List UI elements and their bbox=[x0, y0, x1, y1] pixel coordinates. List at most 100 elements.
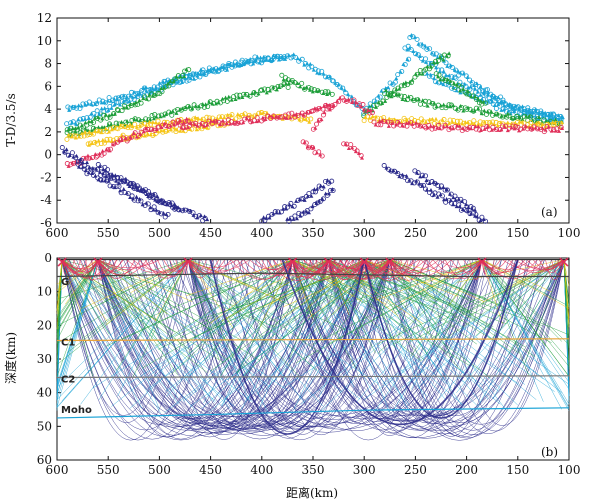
data-point bbox=[467, 211, 473, 217]
data-point bbox=[107, 114, 113, 120]
ray-path bbox=[481, 259, 544, 402]
ray-path bbox=[201, 259, 365, 409]
data-point bbox=[435, 182, 441, 188]
data-point bbox=[218, 114, 223, 119]
data-point bbox=[452, 74, 458, 80]
data-point bbox=[524, 113, 529, 118]
data-point bbox=[320, 196, 326, 202]
data-point bbox=[460, 199, 465, 203]
data-point bbox=[478, 218, 483, 223]
data-point bbox=[138, 198, 144, 204]
data-point bbox=[114, 183, 120, 189]
data-point bbox=[440, 76, 446, 82]
data-point bbox=[254, 115, 260, 121]
data-point bbox=[306, 85, 312, 91]
data-point bbox=[543, 127, 548, 132]
ray-path bbox=[389, 259, 507, 411]
data-point bbox=[318, 105, 323, 110]
data-point bbox=[174, 111, 179, 115]
shot-point-marker bbox=[93, 257, 103, 267]
data-point bbox=[556, 117, 561, 122]
data-point bbox=[503, 123, 509, 129]
data-point bbox=[149, 91, 155, 97]
data-point bbox=[294, 216, 299, 221]
data-point bbox=[73, 129, 78, 134]
data-point bbox=[186, 74, 191, 79]
data-point bbox=[94, 108, 100, 114]
data-point bbox=[416, 97, 421, 102]
data-point bbox=[64, 147, 69, 152]
data-point bbox=[381, 115, 387, 121]
data-point bbox=[189, 126, 195, 132]
data-point bbox=[129, 193, 135, 199]
data-point bbox=[327, 191, 332, 196]
ray-path bbox=[315, 259, 329, 278]
data-point bbox=[95, 99, 100, 104]
data-point bbox=[186, 77, 192, 83]
data-point bbox=[465, 120, 470, 124]
data-point bbox=[255, 54, 260, 59]
ray-path bbox=[209, 259, 365, 435]
ray-path bbox=[270, 259, 329, 305]
data-point bbox=[456, 72, 462, 78]
ray-path bbox=[282, 259, 390, 383]
data-point bbox=[446, 127, 452, 133]
data-point bbox=[403, 80, 408, 85]
data-point bbox=[147, 87, 153, 93]
data-point bbox=[223, 114, 229, 120]
ray-path bbox=[389, 259, 409, 281]
y-tick-label: 10 bbox=[37, 285, 52, 299]
data-point bbox=[77, 106, 83, 112]
y-tick-label: -4 bbox=[40, 193, 52, 207]
data-point bbox=[132, 89, 137, 94]
data-point bbox=[178, 128, 183, 133]
data-point bbox=[302, 86, 308, 92]
data-point bbox=[256, 91, 261, 96]
data-point bbox=[453, 75, 459, 81]
data-point bbox=[414, 36, 420, 42]
data-point bbox=[452, 81, 457, 85]
data-point bbox=[467, 77, 473, 83]
ray-path bbox=[481, 259, 570, 383]
data-point bbox=[375, 115, 381, 121]
data-point bbox=[106, 178, 111, 183]
y-tick-label: 10 bbox=[37, 34, 52, 48]
data-point bbox=[493, 119, 499, 125]
ray-path bbox=[420, 259, 483, 274]
ray-path bbox=[481, 259, 563, 410]
ray-path bbox=[119, 259, 329, 435]
data-point bbox=[551, 122, 557, 128]
data-point bbox=[502, 125, 507, 129]
data-point bbox=[451, 85, 456, 89]
data-point bbox=[116, 183, 122, 189]
ray-path bbox=[97, 259, 154, 270]
data-point bbox=[316, 149, 322, 155]
x-tick-label: 600 bbox=[46, 463, 69, 477]
ray-path bbox=[389, 259, 452, 277]
data-point bbox=[118, 188, 123, 193]
data-point bbox=[413, 72, 418, 76]
data-point bbox=[499, 127, 504, 132]
data-point bbox=[153, 120, 158, 125]
data-point bbox=[407, 35, 413, 41]
ray-path bbox=[97, 259, 250, 436]
data-point bbox=[485, 92, 490, 97]
data-point bbox=[321, 91, 326, 95]
data-point bbox=[258, 60, 264, 66]
data-point bbox=[143, 116, 149, 122]
data-point bbox=[315, 68, 321, 74]
data-point bbox=[222, 115, 227, 120]
data-point bbox=[520, 104, 525, 109]
data-point bbox=[74, 153, 79, 158]
ray-path bbox=[230, 259, 293, 280]
data-point bbox=[434, 65, 439, 70]
data-point bbox=[119, 177, 124, 182]
data-point bbox=[436, 72, 442, 78]
data-point bbox=[198, 213, 203, 218]
data-point bbox=[220, 118, 225, 123]
x-tick-label: 400 bbox=[250, 226, 273, 240]
data-point bbox=[475, 214, 480, 219]
data-point bbox=[165, 211, 171, 217]
data-point bbox=[109, 106, 114, 110]
ray-path bbox=[249, 259, 293, 270]
